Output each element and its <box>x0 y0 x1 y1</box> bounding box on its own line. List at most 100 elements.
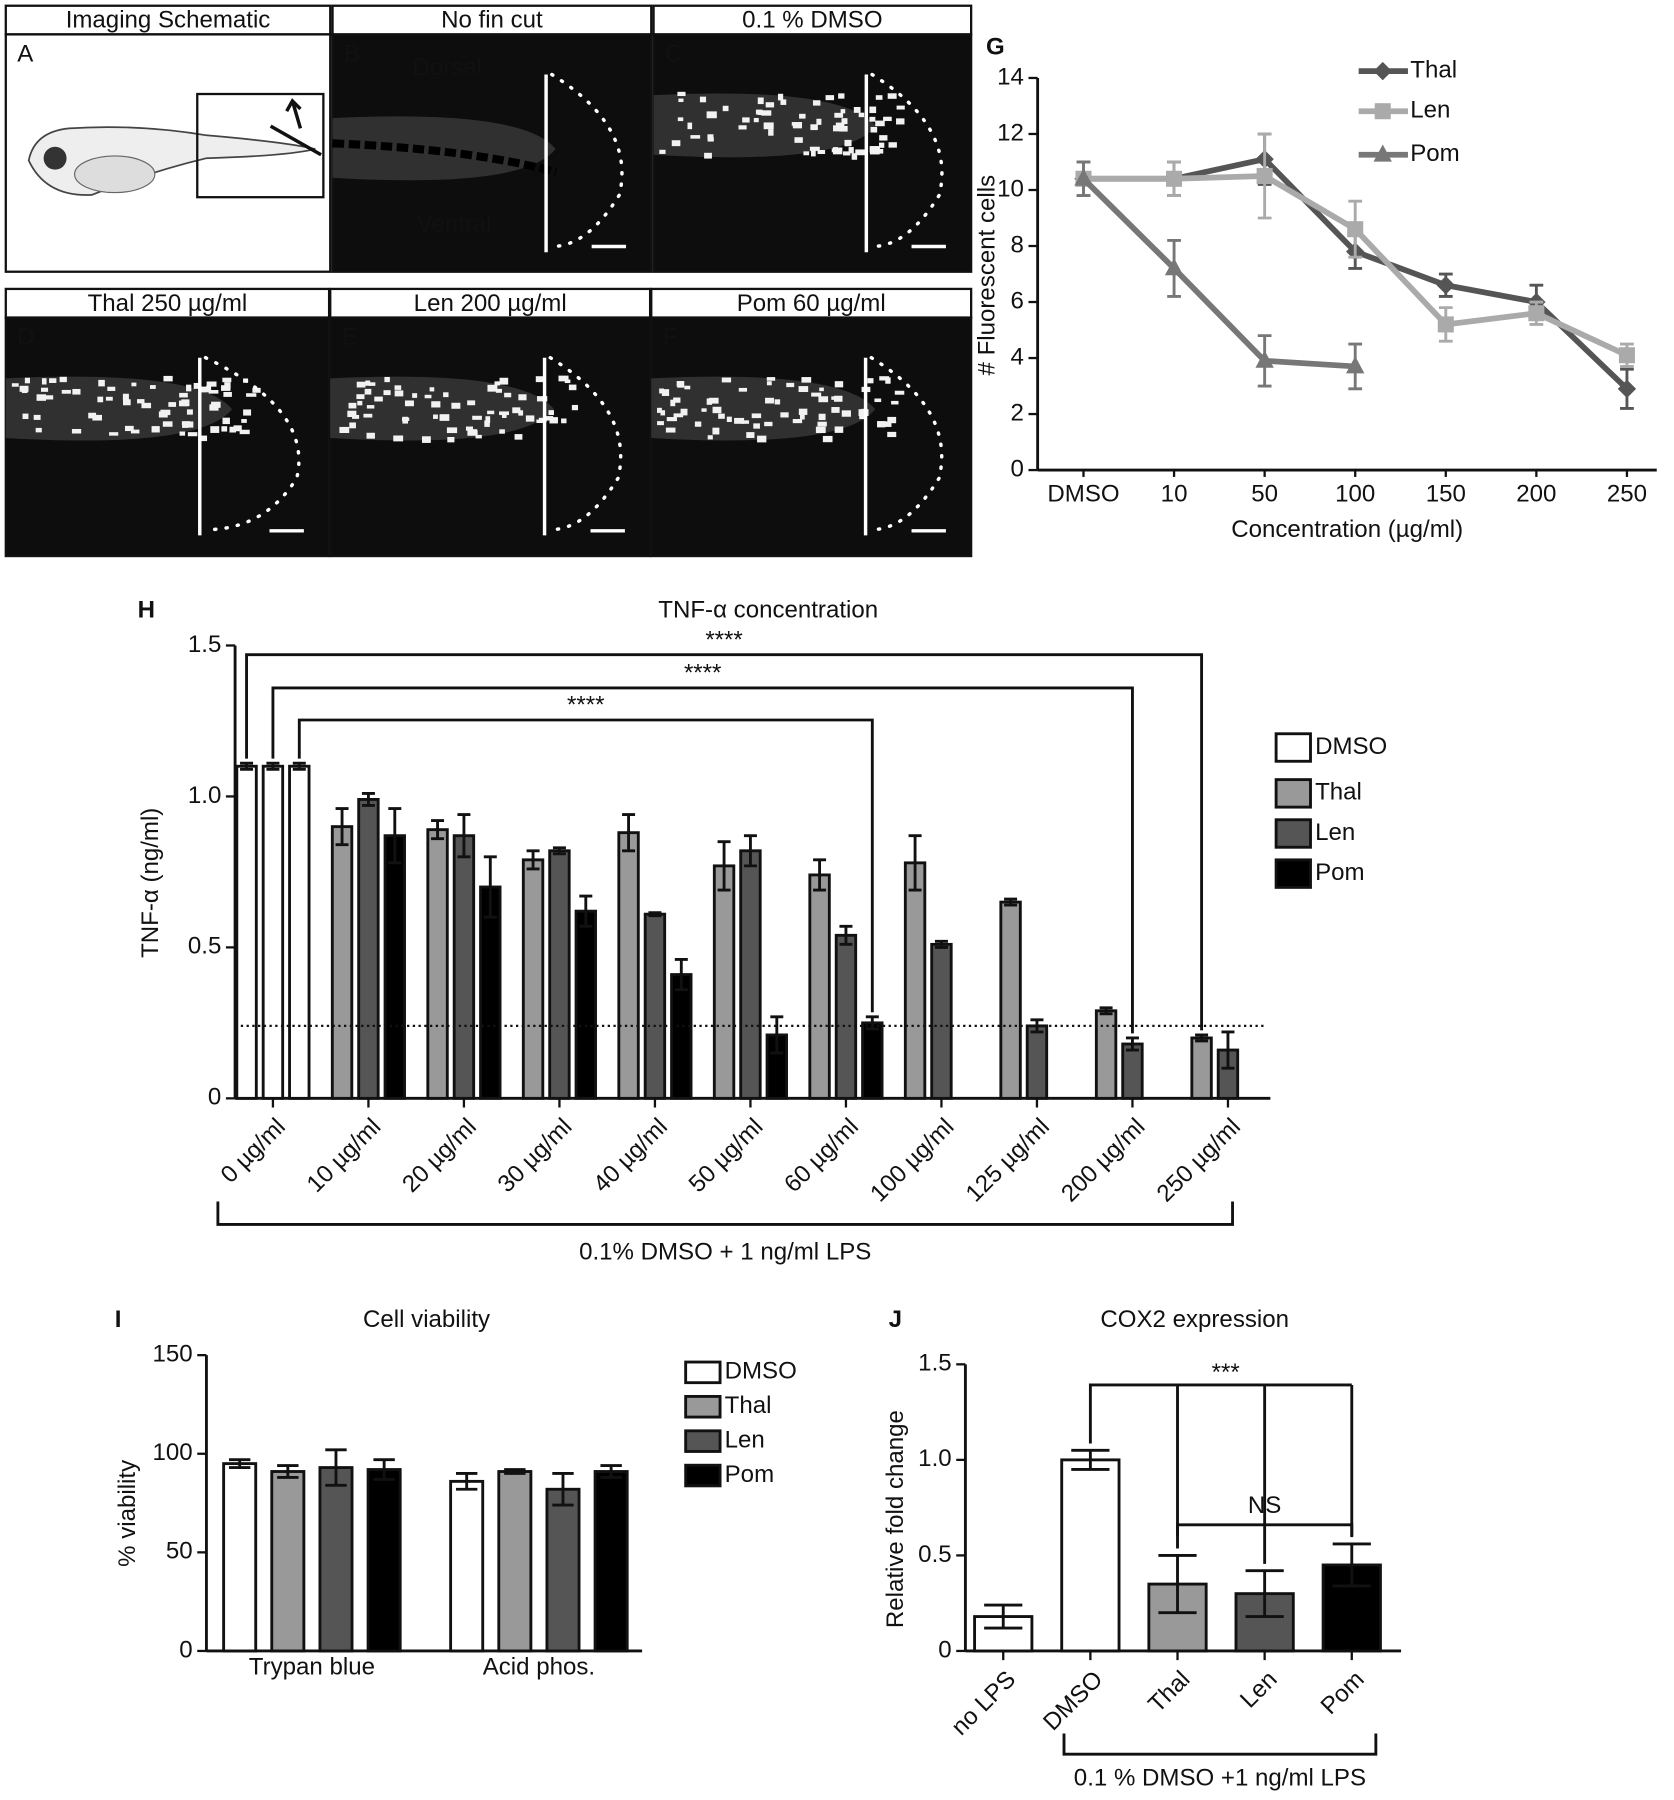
legend-swatch <box>684 1360 722 1385</box>
marker <box>1374 103 1391 120</box>
fluorescent-cell <box>763 122 774 130</box>
fluorescent-cell <box>349 422 356 429</box>
fluorescent-cell <box>141 402 152 409</box>
marker <box>1166 170 1183 187</box>
bar <box>1025 1024 1049 1100</box>
fluorescent-cell <box>869 106 877 114</box>
fluorescent-cell <box>819 387 824 392</box>
bar <box>643 912 667 1100</box>
y-tick-label: 1.5 <box>918 1350 951 1377</box>
fluorescent-cell <box>21 389 28 394</box>
y-tick-label: 0.5 <box>188 933 221 960</box>
error-bar <box>984 1603 1023 1630</box>
fluorescent-cell <box>666 417 677 422</box>
fluorescent-cell <box>684 385 691 390</box>
marker <box>1256 167 1273 185</box>
fluorescent-cell <box>495 388 503 393</box>
y-tick-label: 14 <box>997 63 1024 90</box>
fluorescent-cell <box>870 126 878 133</box>
fluorescent-cell <box>412 393 418 398</box>
fluorescent-cell <box>514 434 523 440</box>
bar <box>318 1466 354 1653</box>
fluorescent-cell <box>875 120 885 127</box>
fish-eye <box>43 146 67 170</box>
bar <box>426 828 449 1100</box>
marker <box>1437 316 1454 333</box>
fluorescent-cell <box>753 423 760 429</box>
x-tick-label: Acid phos. <box>483 1654 595 1681</box>
bar <box>593 1470 629 1653</box>
significance-bracket <box>1176 1523 1354 1537</box>
fluorescent-cell <box>504 392 512 398</box>
error-bar <box>552 1472 574 1507</box>
error-bar <box>240 761 254 771</box>
error-bar <box>839 924 853 946</box>
fluorescent-cell <box>816 118 822 125</box>
fluorescent-cell <box>869 146 880 153</box>
bar <box>1094 1009 1118 1100</box>
fluorescent-cell <box>394 385 402 390</box>
x-tick-label: 50 <box>1251 481 1278 508</box>
error-bar <box>388 807 402 865</box>
bar <box>1190 1036 1213 1100</box>
fluorescent-cell <box>252 387 261 393</box>
fin-outline <box>203 355 301 532</box>
fluorescent-cell <box>518 394 527 401</box>
legend-swatch <box>1274 732 1312 763</box>
fluorescent-cell <box>712 406 722 414</box>
y-tick-label: 10 <box>997 175 1024 202</box>
fluorescent-cell <box>673 413 684 418</box>
fluorescent-cell <box>222 417 230 425</box>
fluorescent-cell <box>887 431 897 438</box>
error-bar <box>292 761 306 771</box>
bar <box>861 1021 884 1100</box>
fluorescent-cell <box>812 100 821 106</box>
fluorescent-cell <box>424 394 432 399</box>
marker <box>1074 168 1093 186</box>
fluorescent-cell <box>825 95 835 101</box>
bar <box>1121 1042 1144 1100</box>
x-tick-label: DMSO <box>1047 481 1119 508</box>
marker <box>1164 258 1184 276</box>
legend-swatch <box>1274 858 1312 889</box>
panel-title: Imaging Schematic <box>66 7 271 34</box>
fluorescent-cell <box>186 384 192 392</box>
fluorescent-cell <box>834 381 844 388</box>
fluorescent-cell <box>833 395 843 402</box>
fluorescent-cell <box>798 408 808 415</box>
panel-title: 0.1 % DMSO <box>742 7 882 34</box>
y-tick-label: 50 <box>166 1538 193 1565</box>
bar <box>739 849 762 1100</box>
legend-swatch <box>1274 818 1312 849</box>
bar <box>235 764 258 1100</box>
fluorescent-cell <box>665 427 676 433</box>
fluorescent-cell <box>896 118 905 125</box>
bar <box>548 849 571 1100</box>
fluorescent-cell <box>163 375 173 382</box>
error-bar <box>1030 1018 1044 1034</box>
marker <box>1618 347 1635 364</box>
bar <box>366 1468 402 1653</box>
fluorescent-cell <box>738 387 748 392</box>
fluorescent-cell <box>718 413 725 419</box>
fluorescent-cell <box>706 111 717 119</box>
bar <box>449 1479 485 1653</box>
fluorescent-cell <box>182 423 189 428</box>
legend-label: Len <box>725 1427 765 1454</box>
bar <box>357 798 380 1100</box>
fluorescent-cell <box>542 416 554 421</box>
fluorescent-cell <box>536 419 546 424</box>
cut-line <box>269 124 322 157</box>
y-tick-label: 150 <box>153 1341 193 1368</box>
panel-letter: J <box>889 1306 902 1333</box>
fluorescent-cell <box>40 387 49 392</box>
fluorescent-cell <box>687 122 693 130</box>
panel-title: Pom 60 µg/ml <box>737 290 886 317</box>
fluorescent-cell <box>843 151 851 156</box>
legend-label: Pom <box>1315 859 1364 886</box>
fluorescent-cell <box>451 402 461 409</box>
fluorescent-cell <box>757 97 764 105</box>
fluorescent-cell <box>712 427 720 435</box>
y-tick-label: 6 <box>1010 287 1023 314</box>
fluorescent-cell <box>867 378 874 384</box>
